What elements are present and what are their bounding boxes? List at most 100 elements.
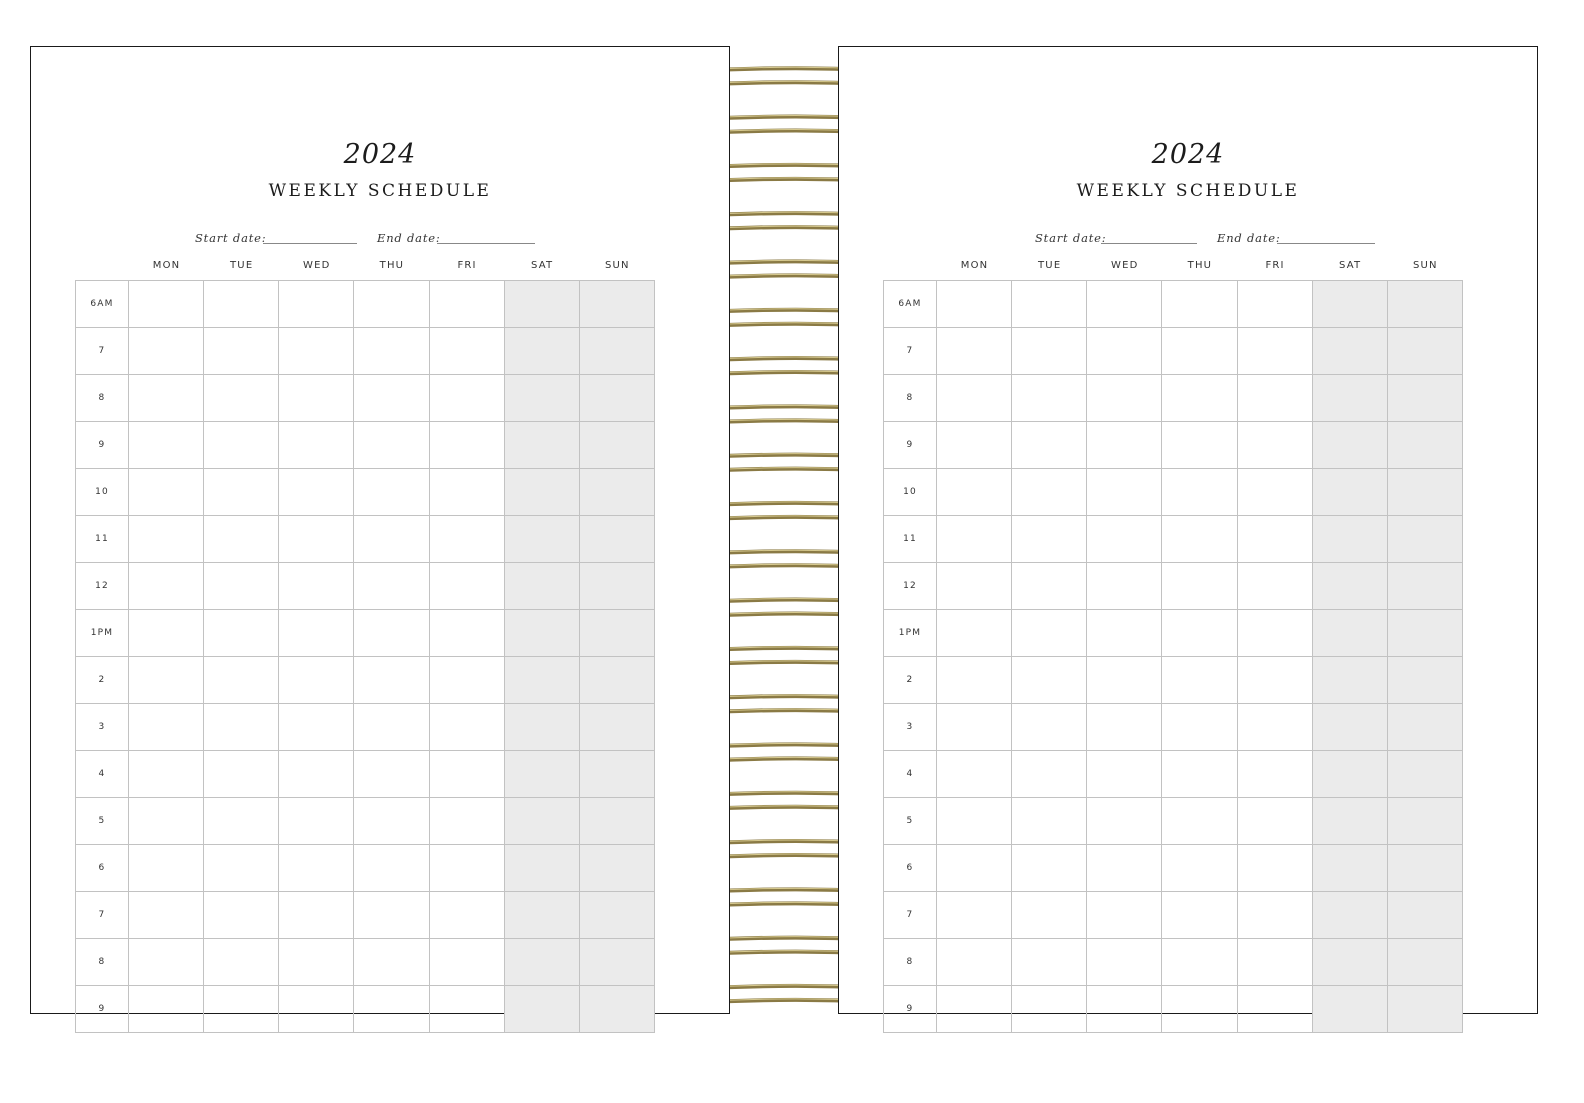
schedule-cell-tue[interactable]: [203, 797, 280, 845]
schedule-cell-sat[interactable]: [503, 327, 580, 375]
schedule-cell-sun[interactable]: [578, 280, 656, 328]
schedule-cell-wed[interactable]: [1086, 421, 1163, 469]
schedule-cell-wed[interactable]: [1086, 515, 1163, 563]
schedule-cell-sat[interactable]: [503, 374, 580, 422]
schedule-cell-thu[interactable]: [1161, 515, 1238, 563]
schedule-cell-thu[interactable]: [1161, 750, 1238, 798]
schedule-cell-mon[interactable]: [127, 797, 205, 845]
schedule-cell-sun[interactable]: [1386, 280, 1464, 328]
schedule-cell-sun[interactable]: [1386, 562, 1464, 610]
start-date-field[interactable]: [263, 243, 357, 244]
schedule-cell-mon[interactable]: [935, 515, 1013, 563]
schedule-cell-thu[interactable]: [1161, 938, 1238, 986]
schedule-cell-fri[interactable]: [428, 750, 505, 798]
schedule-cell-mon[interactable]: [127, 891, 205, 939]
schedule-cell-fri[interactable]: [428, 985, 505, 1033]
schedule-cell-sun[interactable]: [1386, 844, 1464, 892]
schedule-cell-sun[interactable]: [578, 891, 656, 939]
schedule-cell-fri[interactable]: [1236, 938, 1313, 986]
schedule-cell-wed[interactable]: [1086, 891, 1163, 939]
schedule-cell-mon[interactable]: [935, 844, 1013, 892]
schedule-cell-sat[interactable]: [1311, 327, 1388, 375]
schedule-cell-thu[interactable]: [353, 468, 430, 516]
schedule-cell-mon[interactable]: [127, 656, 205, 704]
schedule-cell-fri[interactable]: [1236, 797, 1313, 845]
schedule-cell-mon[interactable]: [935, 280, 1013, 328]
schedule-cell-thu[interactable]: [1161, 609, 1238, 657]
schedule-cell-tue[interactable]: [203, 327, 280, 375]
schedule-cell-fri[interactable]: [1236, 374, 1313, 422]
schedule-cell-sun[interactable]: [578, 327, 656, 375]
schedule-cell-mon[interactable]: [127, 985, 205, 1033]
schedule-cell-mon[interactable]: [935, 985, 1013, 1033]
schedule-cell-wed[interactable]: [1086, 985, 1163, 1033]
schedule-cell-mon[interactable]: [935, 609, 1013, 657]
schedule-cell-fri[interactable]: [428, 797, 505, 845]
schedule-cell-fri[interactable]: [428, 938, 505, 986]
schedule-cell-thu[interactable]: [1161, 562, 1238, 610]
schedule-cell-sun[interactable]: [578, 750, 656, 798]
schedule-cell-thu[interactable]: [353, 750, 430, 798]
schedule-cell-thu[interactable]: [353, 797, 430, 845]
schedule-cell-wed[interactable]: [278, 938, 355, 986]
schedule-cell-fri[interactable]: [428, 468, 505, 516]
schedule-cell-fri[interactable]: [1236, 985, 1313, 1033]
schedule-cell-fri[interactable]: [428, 562, 505, 610]
schedule-cell-tue[interactable]: [203, 374, 280, 422]
schedule-cell-wed[interactable]: [1086, 844, 1163, 892]
schedule-cell-tue[interactable]: [1011, 280, 1088, 328]
schedule-cell-sat[interactable]: [503, 280, 580, 328]
schedule-cell-fri[interactable]: [1236, 750, 1313, 798]
schedule-cell-fri[interactable]: [428, 421, 505, 469]
schedule-cell-wed[interactable]: [278, 327, 355, 375]
schedule-cell-wed[interactable]: [1086, 280, 1163, 328]
schedule-cell-sat[interactable]: [1311, 562, 1388, 610]
schedule-cell-sat[interactable]: [503, 515, 580, 563]
schedule-cell-wed[interactable]: [278, 844, 355, 892]
schedule-cell-thu[interactable]: [353, 891, 430, 939]
schedule-cell-mon[interactable]: [127, 938, 205, 986]
schedule-cell-wed[interactable]: [1086, 374, 1163, 422]
schedule-cell-sun[interactable]: [578, 703, 656, 751]
schedule-cell-sat[interactable]: [1311, 750, 1388, 798]
schedule-cell-sun[interactable]: [1386, 985, 1464, 1033]
schedule-cell-mon[interactable]: [127, 468, 205, 516]
schedule-cell-fri[interactable]: [1236, 327, 1313, 375]
schedule-cell-sun[interactable]: [578, 844, 656, 892]
schedule-cell-wed[interactable]: [278, 562, 355, 610]
schedule-cell-mon[interactable]: [127, 421, 205, 469]
schedule-cell-wed[interactable]: [278, 374, 355, 422]
schedule-cell-mon[interactable]: [935, 938, 1013, 986]
schedule-cell-fri[interactable]: [428, 280, 505, 328]
schedule-cell-mon[interactable]: [127, 280, 205, 328]
schedule-cell-sat[interactable]: [1311, 797, 1388, 845]
end-date-field[interactable]: [1277, 243, 1375, 244]
schedule-cell-fri[interactable]: [1236, 280, 1313, 328]
schedule-cell-tue[interactable]: [1011, 656, 1088, 704]
schedule-cell-fri[interactable]: [428, 891, 505, 939]
schedule-cell-sun[interactable]: [578, 797, 656, 845]
schedule-cell-sun[interactable]: [1386, 374, 1464, 422]
schedule-cell-wed[interactable]: [278, 891, 355, 939]
schedule-cell-thu[interactable]: [353, 703, 430, 751]
schedule-cell-tue[interactable]: [1011, 844, 1088, 892]
schedule-cell-thu[interactable]: [1161, 421, 1238, 469]
schedule-cell-fri[interactable]: [428, 844, 505, 892]
schedule-cell-thu[interactable]: [353, 844, 430, 892]
schedule-cell-sat[interactable]: [1311, 656, 1388, 704]
schedule-cell-tue[interactable]: [1011, 562, 1088, 610]
schedule-cell-sat[interactable]: [503, 609, 580, 657]
schedule-cell-wed[interactable]: [278, 797, 355, 845]
schedule-cell-mon[interactable]: [127, 703, 205, 751]
schedule-cell-mon[interactable]: [127, 327, 205, 375]
schedule-cell-mon[interactable]: [935, 421, 1013, 469]
schedule-cell-sat[interactable]: [503, 703, 580, 751]
schedule-cell-thu[interactable]: [353, 280, 430, 328]
schedule-cell-mon[interactable]: [127, 609, 205, 657]
schedule-cell-tue[interactable]: [203, 985, 280, 1033]
schedule-cell-sun[interactable]: [1386, 468, 1464, 516]
schedule-cell-sun[interactable]: [1386, 938, 1464, 986]
schedule-cell-mon[interactable]: [127, 844, 205, 892]
schedule-cell-tue[interactable]: [1011, 327, 1088, 375]
schedule-cell-sun[interactable]: [578, 515, 656, 563]
